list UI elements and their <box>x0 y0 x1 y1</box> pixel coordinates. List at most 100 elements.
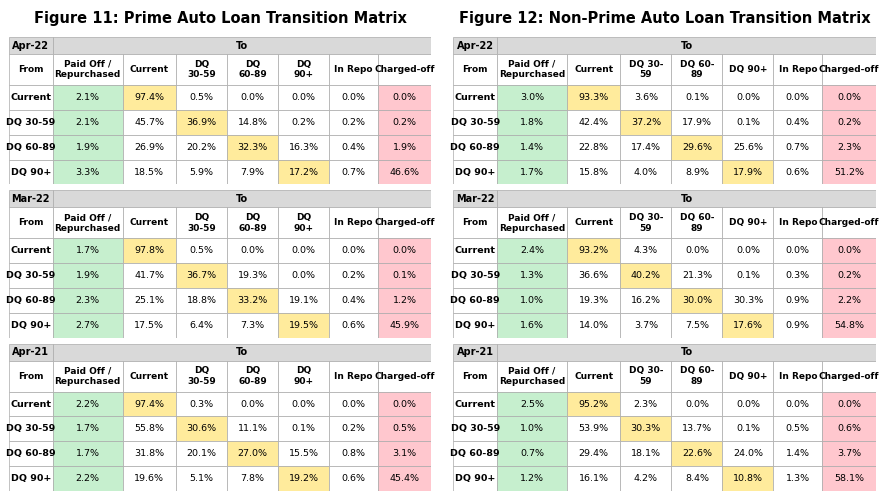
FancyBboxPatch shape <box>497 392 567 416</box>
FancyBboxPatch shape <box>453 313 497 338</box>
FancyBboxPatch shape <box>567 416 620 442</box>
Text: 45.4%: 45.4% <box>390 474 420 483</box>
FancyBboxPatch shape <box>176 54 227 85</box>
FancyBboxPatch shape <box>567 207 620 238</box>
Text: 41.7%: 41.7% <box>135 271 165 280</box>
FancyBboxPatch shape <box>774 207 822 238</box>
Text: 0.0%: 0.0% <box>786 246 810 255</box>
FancyBboxPatch shape <box>378 135 431 159</box>
Text: DQ 60-89: DQ 60-89 <box>451 143 500 151</box>
Text: In Repo: In Repo <box>779 372 818 381</box>
Text: 16.2%: 16.2% <box>631 296 661 305</box>
Text: Charged-off: Charged-off <box>818 372 879 381</box>
Text: 7.8%: 7.8% <box>240 474 265 483</box>
FancyBboxPatch shape <box>378 263 431 288</box>
FancyBboxPatch shape <box>453 207 497 238</box>
Text: Apr-22: Apr-22 <box>457 41 494 50</box>
Text: 24.0%: 24.0% <box>733 449 763 458</box>
FancyBboxPatch shape <box>329 159 378 185</box>
Text: 0.0%: 0.0% <box>291 246 316 255</box>
FancyBboxPatch shape <box>227 263 278 288</box>
Text: 7.3%: 7.3% <box>240 321 265 330</box>
Text: 1.8%: 1.8% <box>520 118 544 127</box>
FancyBboxPatch shape <box>822 135 876 159</box>
FancyBboxPatch shape <box>53 344 431 361</box>
Text: DQ
30-59: DQ 30-59 <box>187 60 216 79</box>
Text: 18.5%: 18.5% <box>135 167 165 177</box>
FancyBboxPatch shape <box>671 159 722 185</box>
FancyBboxPatch shape <box>722 442 774 466</box>
Text: 8.4%: 8.4% <box>685 474 709 483</box>
Text: DQ 60-
89: DQ 60- 89 <box>679 213 715 233</box>
Text: Figure 11: Prime Auto Loan Transition Matrix: Figure 11: Prime Auto Loan Transition Ma… <box>33 11 407 26</box>
Text: 4.2%: 4.2% <box>634 474 658 483</box>
FancyBboxPatch shape <box>9 159 53 185</box>
Text: DQ
30-59: DQ 30-59 <box>187 213 216 233</box>
Text: Charged-off: Charged-off <box>374 218 435 227</box>
FancyBboxPatch shape <box>9 238 53 263</box>
FancyBboxPatch shape <box>53 85 122 110</box>
FancyBboxPatch shape <box>671 135 722 159</box>
FancyBboxPatch shape <box>671 466 722 491</box>
Text: 36.9%: 36.9% <box>187 118 216 127</box>
FancyBboxPatch shape <box>620 135 671 159</box>
FancyBboxPatch shape <box>620 392 671 416</box>
FancyBboxPatch shape <box>227 313 278 338</box>
Text: DQ 30-
59: DQ 30- 59 <box>628 366 664 386</box>
FancyBboxPatch shape <box>774 392 822 416</box>
Text: From: From <box>18 372 44 381</box>
FancyBboxPatch shape <box>497 191 876 207</box>
FancyBboxPatch shape <box>122 466 176 491</box>
FancyBboxPatch shape <box>278 442 329 466</box>
Text: 17.9%: 17.9% <box>733 167 763 177</box>
Text: 0.7%: 0.7% <box>341 167 365 177</box>
Text: 0.4%: 0.4% <box>341 296 365 305</box>
Text: 0.1%: 0.1% <box>736 271 760 280</box>
Text: 0.6%: 0.6% <box>341 321 365 330</box>
FancyBboxPatch shape <box>53 159 122 185</box>
FancyBboxPatch shape <box>774 263 822 288</box>
FancyBboxPatch shape <box>122 159 176 185</box>
Text: DQ
60-89: DQ 60-89 <box>238 60 267 79</box>
FancyBboxPatch shape <box>774 238 822 263</box>
Text: 97.8%: 97.8% <box>135 246 165 255</box>
FancyBboxPatch shape <box>497 85 567 110</box>
FancyBboxPatch shape <box>453 466 497 491</box>
FancyBboxPatch shape <box>176 238 227 263</box>
FancyBboxPatch shape <box>227 288 278 313</box>
Text: Charged-off: Charged-off <box>374 372 435 381</box>
FancyBboxPatch shape <box>453 288 497 313</box>
Text: 33.2%: 33.2% <box>238 296 268 305</box>
Text: 18.8%: 18.8% <box>187 296 216 305</box>
FancyBboxPatch shape <box>53 191 431 207</box>
FancyBboxPatch shape <box>176 263 227 288</box>
FancyBboxPatch shape <box>122 135 176 159</box>
Text: DQ 30-59: DQ 30-59 <box>451 424 500 434</box>
FancyBboxPatch shape <box>774 54 822 85</box>
Text: From: From <box>463 65 488 74</box>
Text: 13.7%: 13.7% <box>682 424 712 434</box>
Text: 6.4%: 6.4% <box>189 321 214 330</box>
FancyBboxPatch shape <box>453 238 497 263</box>
Text: 0.2%: 0.2% <box>341 118 365 127</box>
FancyBboxPatch shape <box>122 392 176 416</box>
FancyBboxPatch shape <box>53 442 122 466</box>
FancyBboxPatch shape <box>378 442 431 466</box>
FancyBboxPatch shape <box>774 442 822 466</box>
FancyBboxPatch shape <box>53 263 122 288</box>
Text: 0.0%: 0.0% <box>837 399 861 408</box>
Text: DQ 90+: DQ 90+ <box>455 167 495 177</box>
FancyBboxPatch shape <box>620 442 671 466</box>
Text: To: To <box>680 41 693 50</box>
Text: 1.9%: 1.9% <box>76 143 99 151</box>
Text: 2.2%: 2.2% <box>76 399 99 408</box>
FancyBboxPatch shape <box>822 85 876 110</box>
FancyBboxPatch shape <box>278 110 329 135</box>
Text: DQ 60-
89: DQ 60- 89 <box>679 60 715 79</box>
Text: DQ 60-89: DQ 60-89 <box>451 296 500 305</box>
FancyBboxPatch shape <box>53 392 122 416</box>
FancyBboxPatch shape <box>278 263 329 288</box>
Text: 42.4%: 42.4% <box>579 118 609 127</box>
FancyBboxPatch shape <box>176 416 227 442</box>
FancyBboxPatch shape <box>122 238 176 263</box>
